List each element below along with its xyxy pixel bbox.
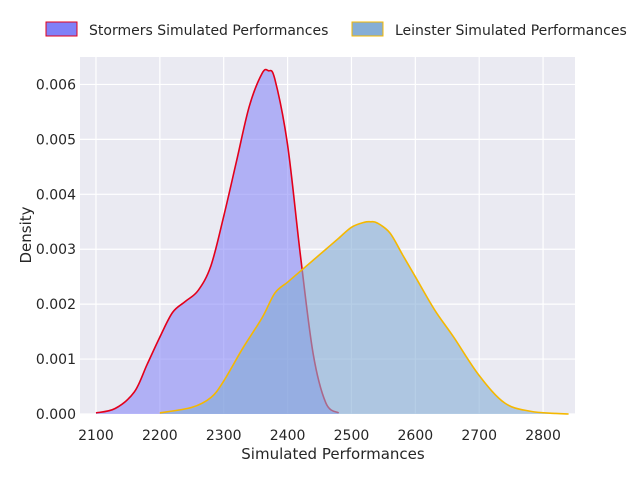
x-tick-label: 2700 [461,428,497,444]
density-line-0 [95,68,340,414]
x-tick-label: 2800 [525,428,561,444]
x-tick-label: 2300 [206,428,242,444]
y-axis-ticks: 0.000 0.001 0.002 0.003 0.004 0.005 0.006 [36,77,76,423]
x-tick-label: 2200 [142,428,178,444]
x-tick-label: 2600 [398,428,434,444]
x-tick-label: 2400 [270,428,306,444]
y-axis-title: Density [17,206,35,263]
y-tick-label: 0.001 [36,352,76,368]
density-series [95,68,569,415]
legend-label-stormers: Stormers Simulated Performances [89,23,328,39]
y-tick-label: 0.000 [36,407,76,423]
y-tick-label: 0.004 [36,187,76,203]
density-line-1 [159,220,569,415]
y-tick-label: 0.002 [36,297,76,313]
y-tick-label: 0.006 [36,77,76,93]
legend-swatch-leinster [351,21,384,37]
x-tick-label: 2100 [78,428,114,444]
y-tick-label: 0.003 [36,242,76,258]
legend: Stormers Simulated Performances Leinster… [45,21,627,39]
y-tick-label: 0.005 [36,132,76,148]
x-tick-label: 2500 [334,428,370,444]
density-area-1 [159,221,569,414]
legend-label-leinster: Leinster Simulated Performances [395,23,627,39]
legend-swatch-stormers [45,21,78,37]
x-axis-title: Simulated Performances [241,445,425,463]
x-axis-ticks: 2100 2200 2300 2400 2500 2600 2700 2800 [78,428,561,444]
